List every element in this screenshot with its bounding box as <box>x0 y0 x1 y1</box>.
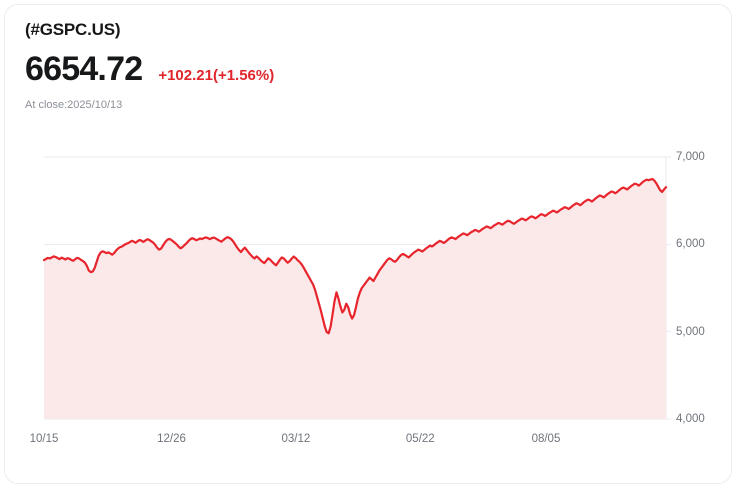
y-axis-tick: 7,000 <box>676 151 705 163</box>
symbol-title: (#GSPC.US) <box>25 20 121 39</box>
y-axis-tick: 6,000 <box>676 238 705 251</box>
x-axis-tick: 03/12 <box>281 433 311 445</box>
y-axis-tick: 5,000 <box>676 325 705 338</box>
quote-header: (#GSPC.US) 6654.72 +102.21(+1.56%) At cl… <box>25 19 625 112</box>
quote-card: (#GSPC.US) 6654.72 +102.21(+1.56%) At cl… <box>4 4 732 484</box>
x-axis-tick: 12/26 <box>157 433 186 445</box>
x-axis-tick: 05/22 <box>405 433 435 445</box>
y-axis-tick: 4,000 <box>676 413 705 425</box>
last-price: 6654.72 <box>25 50 143 88</box>
market-status: At close:2025/10/13 <box>25 99 123 111</box>
price-change: +102.21(+1.56%) <box>158 67 275 84</box>
x-axis-tick: 08/05 <box>531 433 561 445</box>
x-axis-tick: 10/15 <box>29 433 59 445</box>
price-row: 6654.72 +102.21(+1.56%) <box>25 49 625 89</box>
